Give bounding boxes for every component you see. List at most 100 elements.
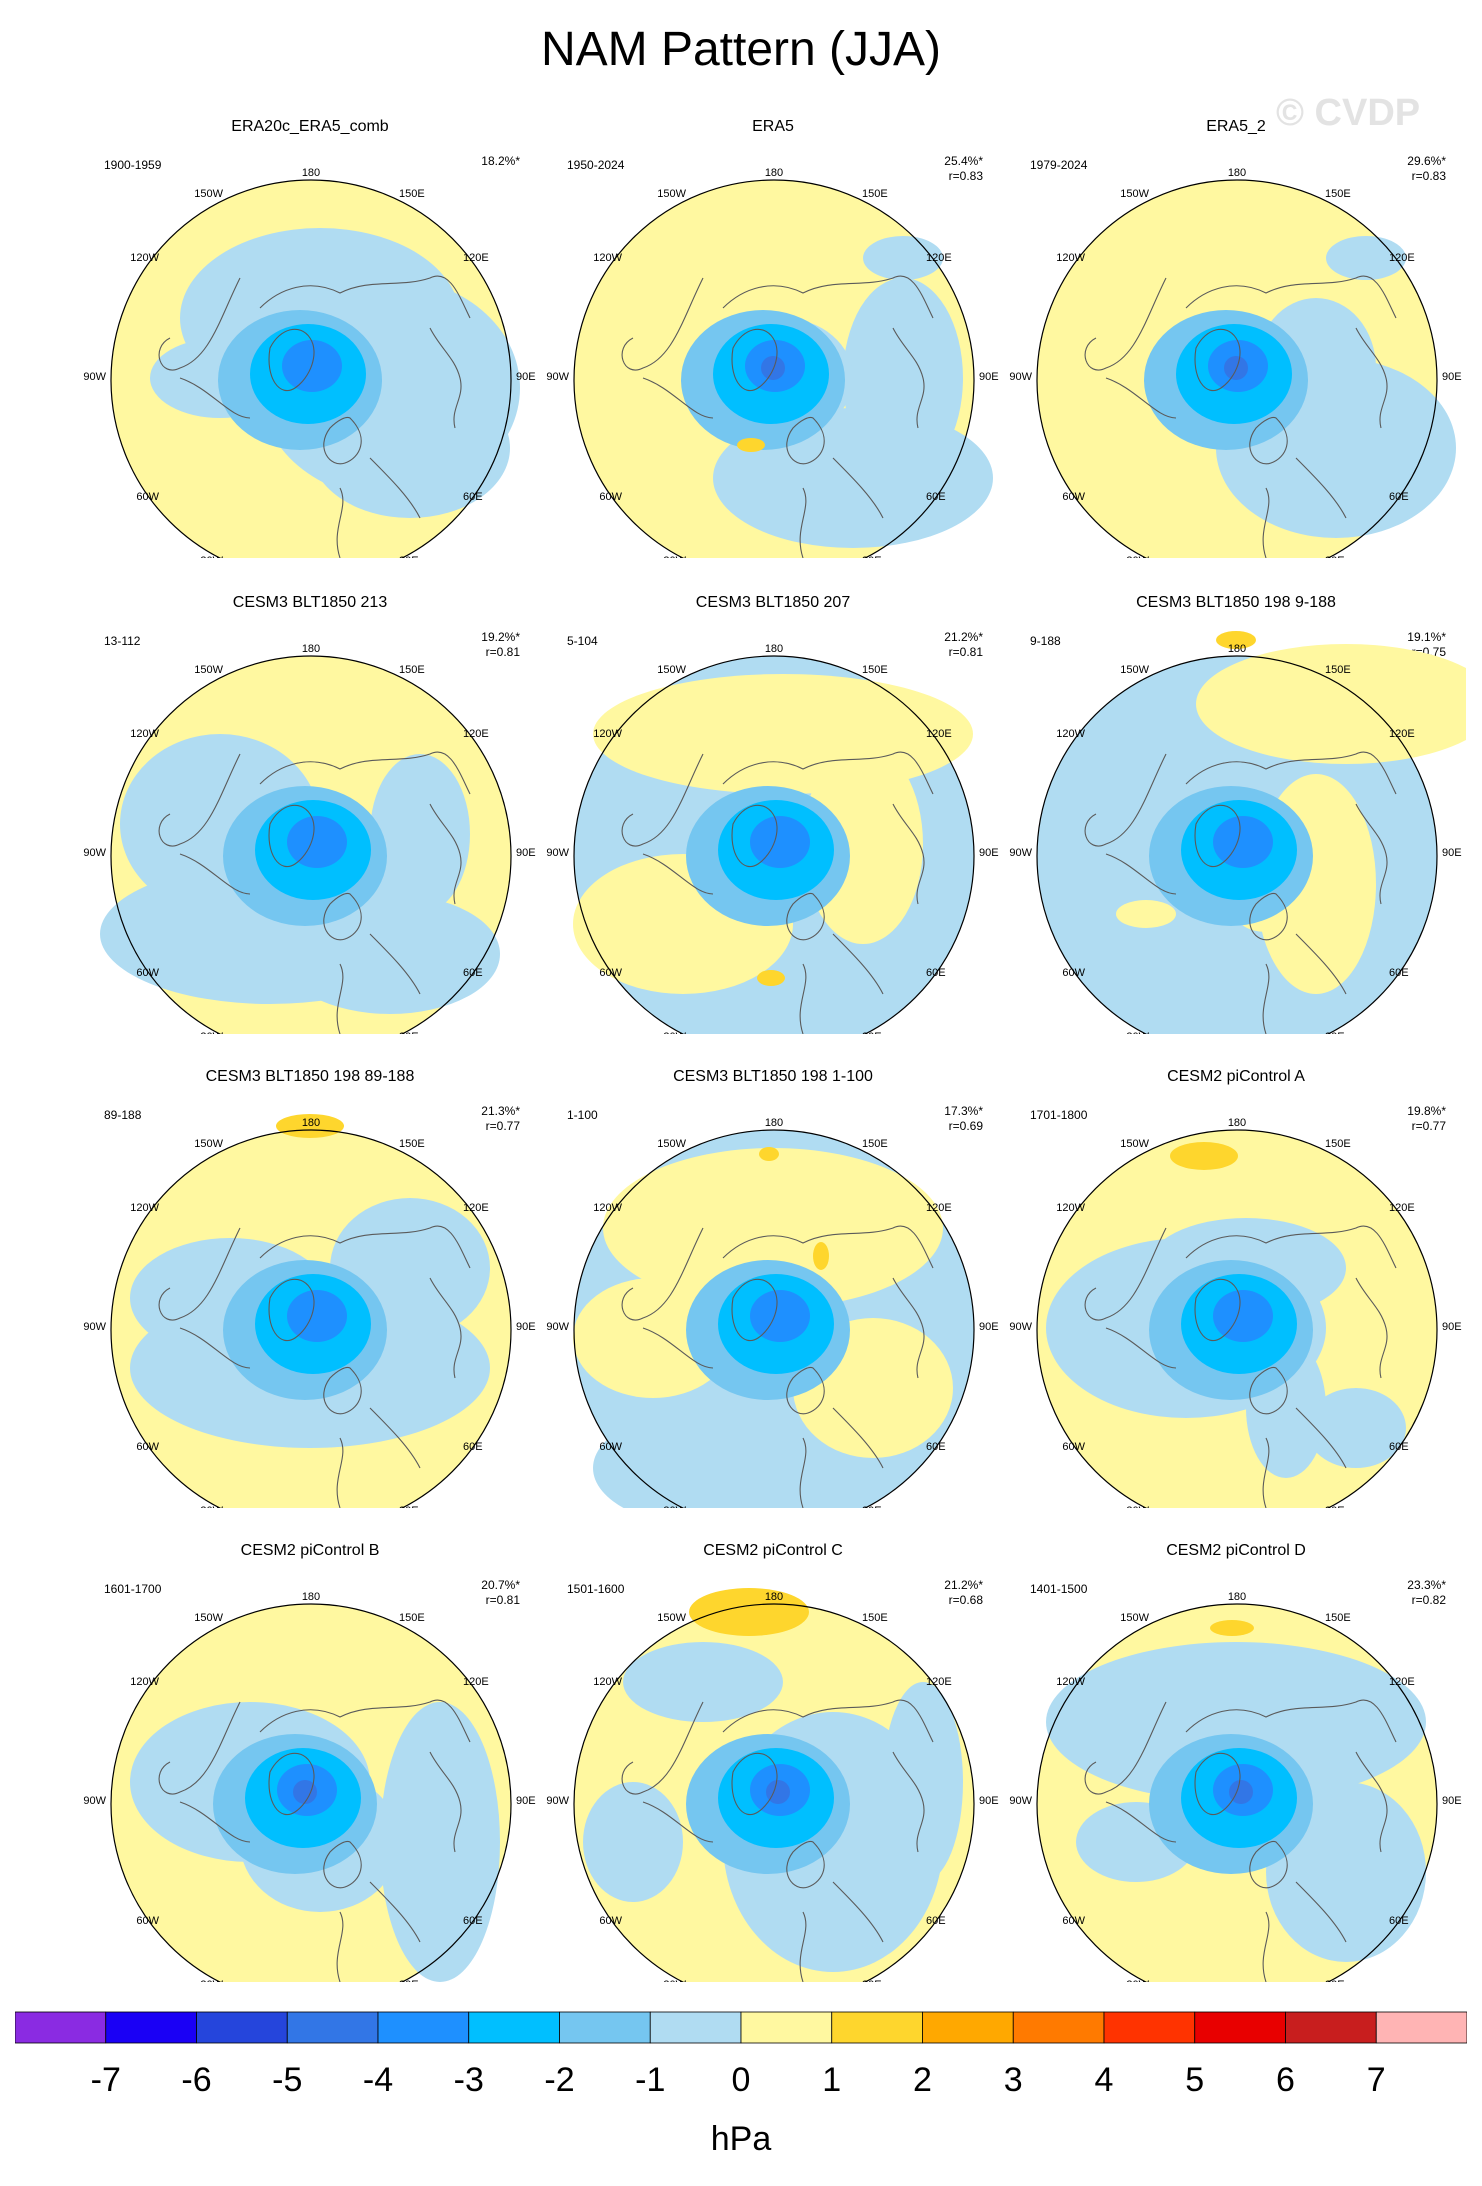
longitude-label: 30E [1325, 1031, 1345, 1034]
colorbar-tick-label: 5 [1185, 2061, 1204, 2099]
longitude-label: 120W [130, 728, 159, 740]
longitude-label: 120E [463, 1202, 489, 1214]
page-title: NAM Pattern (JJA) [540, 23, 942, 76]
longitude-label: 60E [926, 1441, 946, 1453]
map-panel: ERA5_2 1979-2024 29.6%* r=0.83 180 150E 120E 90… [1006, 118, 1466, 558]
longitude-label: 120E [1389, 1202, 1415, 1214]
longitude-label: 90E [979, 847, 999, 859]
polar-map: 180150E120E90E60E30E030W60W90W120W150W [83, 643, 536, 1034]
panel-stats: 20.7%* r=0.81 [481, 1578, 520, 1608]
longitude-label: 30E [862, 1979, 882, 1982]
longitude-label: 60E [1389, 491, 1409, 503]
longitude-label: 60E [463, 1915, 483, 1927]
panel-stats: 21.2%* r=0.68 [944, 1578, 983, 1608]
panel-title: ERA5_2 [1206, 118, 1266, 135]
longitude-label: 90E [516, 847, 536, 859]
polar-map: 180150E120E90E60E30E030W60W90W120W150W [1009, 1591, 1462, 1982]
longitude-label: 120W [130, 252, 159, 264]
longitude-label: 90W [546, 1321, 569, 1333]
variance-explained: 25.4%* [944, 154, 983, 168]
longitude-label: 90E [979, 371, 999, 383]
longitude-label: 60E [926, 967, 946, 979]
longitude-label: 90E [1442, 1795, 1462, 1807]
variance-explained: 21.3%* [481, 1104, 520, 1118]
panel-stats: 17.3%* r=0.69 [944, 1104, 983, 1134]
longitude-label: 60W [1062, 491, 1085, 503]
map-panel: CESM2 piControl B 1601-1700 20.7%* r=0.81 18… [80, 1542, 540, 1982]
pattern-correlation: r=0.69 [948, 1119, 983, 1133]
longitude-label: 90W [546, 847, 569, 859]
longitude-label: 150W [194, 1138, 223, 1150]
longitude-label: 150E [399, 664, 425, 676]
panel-stats: 19.2%* r=0.81 [481, 630, 520, 660]
field-contours [573, 1129, 975, 1508]
map-panel: CESM3 BLT1850 198 9-188 9-188 19.1%* r=0.75… [1006, 594, 1466, 1034]
longitude-label: 120W [1056, 252, 1085, 264]
colorbar-tick-label: -5 [272, 2061, 302, 2099]
panel-stats: 18.2%* [481, 154, 520, 169]
longitude-label: 150W [1120, 1138, 1149, 1150]
panel-title: CESM3 BLT1850 198 89-188 [205, 1068, 415, 1085]
variance-explained: 17.3%* [944, 1104, 983, 1118]
longitude-label: 90E [1442, 847, 1462, 859]
panel-title: CESM2 piControl D [1166, 1542, 1306, 1559]
pattern-correlation: r=0.77 [485, 1119, 520, 1133]
longitude-label: 60E [1389, 967, 1409, 979]
longitude-label: 60W [136, 1441, 159, 1453]
colorbar-swatch [1103, 2011, 1196, 2044]
longitude-label: 180 [1228, 643, 1246, 655]
polar-map: 180150E120E90E60E30E030W60W90W120W150W [1009, 1117, 1462, 1508]
panel-period: 1-100 [567, 1108, 598, 1122]
map-panel: CESM2 piControl D 1401-1500 23.3%* r=0.82 18… [1006, 1542, 1466, 1982]
longitude-label: 30E [862, 1031, 882, 1034]
longitude-label: 120E [463, 1676, 489, 1688]
longitude-label: 60W [136, 1915, 159, 1927]
variance-explained: 21.2%* [944, 630, 983, 644]
polar-map: 180150E120E90E60E30E030W60W90W120W150W [1009, 167, 1462, 558]
longitude-label: 30E [862, 1505, 882, 1508]
longitude-label: 150E [1325, 1138, 1351, 1150]
colorbar-tick-label: -7 [91, 2061, 121, 2099]
panel-period: 1900-1959 [104, 158, 162, 172]
field-contours [1036, 631, 1466, 1034]
panel-stats: 23.3%* r=0.82 [1407, 1578, 1446, 1608]
longitude-label: 150W [194, 1612, 223, 1624]
panel-period: 1501-1600 [567, 1582, 625, 1596]
colorbar-tick-label: -2 [544, 2061, 574, 2099]
panel-period: 1401-1500 [1030, 1582, 1088, 1596]
longitude-label: 180 [302, 643, 320, 655]
longitude-label: 150E [399, 1612, 425, 1624]
polar-map: 180150E120E90E60E30E030W60W90W120W150W [83, 1114, 536, 1508]
longitude-label: 60W [599, 1915, 622, 1927]
polar-map: 180150E120E90E60E30E030W60W90W120W150W [546, 167, 999, 558]
map-panel: CESM2 piControl A 1701-1800 19.8%* r=0.77 18… [1006, 1068, 1466, 1508]
colorbar-swatch [559, 2011, 651, 2044]
map-panel: CESM3 BLT1850 198 89-188 89-188 21.3%* r=0.… [80, 1068, 540, 1508]
pattern-correlation: r=0.81 [485, 645, 520, 659]
longitude-label: 120E [1389, 252, 1415, 264]
map-panel: ERA5 1950-2024 25.4%* r=0.83 180 150E 120E 90E 6… [543, 118, 1003, 558]
panel-title: CESM3 BLT1850 207 [695, 594, 851, 611]
panel-period: 1950-2024 [567, 158, 625, 172]
colorbar-swatch [1375, 2011, 1467, 2044]
pattern-correlation: r=0.81 [485, 1593, 520, 1607]
panel-period: 5-104 [567, 634, 598, 648]
longitude-label: 120W [593, 252, 622, 264]
map-panel: CESM2 piControl C 1501-1600 21.2%* r=0.68 18… [543, 1542, 1003, 1982]
longitude-label: 120E [926, 1676, 952, 1688]
field-contours [1036, 1603, 1438, 1982]
longitude-label: 120W [1056, 1202, 1085, 1214]
longitude-label: 60E [926, 491, 946, 503]
longitude-label: 30E [862, 555, 882, 558]
colorbar-tick-label: -6 [181, 2061, 211, 2099]
colorbar-swatch [1285, 2011, 1377, 2044]
field-contours [100, 655, 512, 1034]
longitude-label: 120W [130, 1202, 159, 1214]
polar-map: 180150E120E90E60E30E030W60W90W120W150W [83, 1591, 536, 1982]
colorbar-swatch [15, 2011, 107, 2044]
longitude-label: 90W [1009, 847, 1032, 859]
longitude-label: 30E [1325, 1505, 1345, 1508]
longitude-label: 30E [399, 555, 419, 558]
colorbar: -7 -6 -5 -4 -3 -2 -1 0 1 2 3 4 5 6 7 [15, 2011, 1467, 2099]
watermark: © CVDP [1276, 92, 1421, 134]
